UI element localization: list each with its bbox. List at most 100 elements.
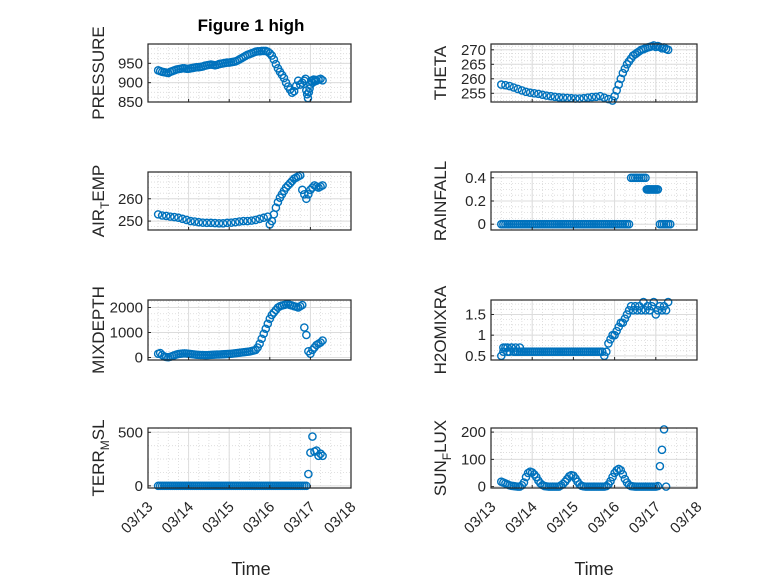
data-point bbox=[318, 336, 327, 345]
y-tick-label: 1.5 bbox=[465, 306, 486, 323]
y-axis-label: RAINFALL bbox=[431, 161, 450, 241]
data-point bbox=[614, 464, 624, 474]
data-point bbox=[519, 478, 529, 487]
x-tick-label: 03/17 bbox=[626, 498, 665, 537]
panel-4: 0 0.2 0.4 RAINFALL bbox=[431, 161, 698, 241]
data-point bbox=[297, 185, 307, 195]
data-point bbox=[511, 343, 521, 352]
axes-box bbox=[147, 427, 352, 489]
x-axis-label-right: Time bbox=[574, 559, 613, 579]
y-axis-label: TERRMSL bbox=[89, 419, 112, 496]
data-point bbox=[190, 217, 199, 226]
y-tick-label: 260 bbox=[118, 191, 143, 208]
panel-7: 0 500 03/13 03/14 03/15 03/16 03/17 03/18 TERRMS… bbox=[89, 419, 359, 537]
y-tick-label: 1 bbox=[478, 327, 486, 344]
data-point bbox=[618, 318, 628, 328]
y-tick-label: 850 bbox=[118, 94, 143, 111]
y-tick-label: 2000 bbox=[110, 300, 143, 317]
data-point bbox=[515, 343, 525, 352]
data-point bbox=[287, 88, 297, 98]
x-tick-label: 03/16 bbox=[240, 498, 279, 537]
data-point bbox=[554, 93, 564, 102]
data-point bbox=[166, 212, 175, 221]
data-point bbox=[301, 74, 310, 84]
data-point bbox=[612, 326, 621, 336]
data-point bbox=[304, 190, 313, 199]
data-point bbox=[558, 93, 568, 102]
y-tick-label: 0 bbox=[135, 350, 143, 367]
data-point bbox=[618, 470, 628, 479]
data-point bbox=[663, 45, 673, 55]
axes-box bbox=[490, 427, 698, 489]
data-point bbox=[610, 330, 619, 340]
y-axis-label: SUNFLUX bbox=[431, 420, 454, 496]
data-point bbox=[641, 173, 650, 183]
data-point bbox=[265, 48, 275, 58]
data-point bbox=[218, 219, 228, 228]
data-point bbox=[523, 468, 533, 478]
x-tick-label: 03/16 bbox=[585, 498, 624, 537]
data-point bbox=[300, 190, 309, 199]
data-point bbox=[643, 301, 652, 311]
data-point bbox=[170, 212, 179, 222]
data-point bbox=[259, 329, 269, 339]
data-point bbox=[289, 86, 299, 96]
y-tick-label: 270 bbox=[461, 42, 486, 59]
data-point bbox=[161, 211, 171, 221]
data-point bbox=[269, 55, 279, 64]
data-point bbox=[496, 80, 506, 89]
y-tick-label: 1000 bbox=[110, 325, 143, 342]
data-point bbox=[271, 203, 281, 212]
y-axis-label: THETA bbox=[431, 45, 450, 100]
data-point bbox=[255, 339, 264, 349]
y-tick-label: 0.5 bbox=[465, 348, 486, 365]
data-point bbox=[542, 91, 551, 100]
data-point bbox=[239, 216, 248, 226]
data-point bbox=[630, 301, 640, 311]
data-point bbox=[529, 89, 539, 98]
data-point bbox=[616, 74, 626, 84]
x-tick-label: 03/14 bbox=[502, 498, 541, 537]
data-point bbox=[653, 306, 663, 315]
data-point bbox=[174, 213, 183, 223]
data-point bbox=[318, 76, 327, 85]
data-point bbox=[608, 96, 617, 105]
data-point bbox=[521, 87, 531, 97]
data-point bbox=[507, 343, 516, 352]
axes-box bbox=[490, 43, 698, 103]
data-point bbox=[546, 91, 556, 101]
data-point bbox=[198, 218, 208, 227]
data-point bbox=[517, 86, 527, 95]
data-point bbox=[534, 89, 543, 99]
data-point bbox=[182, 215, 191, 225]
y-tick-label: 0.2 bbox=[465, 193, 486, 210]
data-point bbox=[632, 306, 642, 315]
data-point bbox=[606, 476, 615, 486]
data-point bbox=[645, 306, 654, 315]
data-point bbox=[647, 301, 656, 311]
data-point bbox=[614, 80, 624, 89]
data-point bbox=[255, 214, 264, 224]
data-point bbox=[659, 425, 669, 434]
data-point bbox=[637, 306, 646, 315]
data-point bbox=[318, 451, 327, 461]
x-tick-label: 03/18 bbox=[667, 498, 706, 537]
data-point bbox=[655, 461, 665, 471]
x-tick-label: 03/15 bbox=[543, 498, 582, 537]
data-point bbox=[304, 346, 313, 356]
y-tick-label: 500 bbox=[118, 424, 143, 441]
y-tick-label: 250 bbox=[118, 213, 143, 230]
data-point bbox=[297, 300, 307, 310]
data-point bbox=[655, 301, 665, 311]
data-point bbox=[622, 310, 632, 319]
data-point bbox=[186, 216, 195, 226]
data-point bbox=[612, 465, 621, 475]
y-tick-label: 900 bbox=[118, 75, 143, 92]
panel-8: 0 100 200 03/13 03/14 03/15 03/16 03/17 03/18 SUN… bbox=[431, 420, 705, 537]
data-point bbox=[316, 449, 325, 459]
panel-6: 0.5 1 1.5 H2OMIXRA bbox=[431, 285, 698, 374]
data-point bbox=[222, 218, 232, 228]
x-tick-label: 03/17 bbox=[280, 498, 319, 537]
